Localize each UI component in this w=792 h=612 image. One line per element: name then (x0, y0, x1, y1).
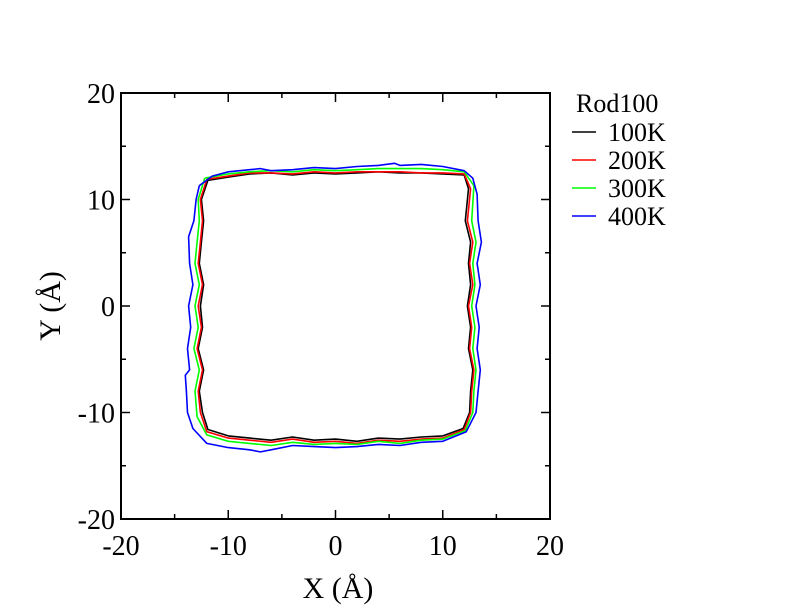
legend-label: 200K (608, 146, 666, 175)
y-tick-label: 10 (87, 186, 115, 217)
axis-tick-labels: -20 -10 0 10 20 -20 -10 0 10 20 (78, 79, 564, 562)
x-tick-label: 0 (329, 531, 343, 562)
x-tick-label: -10 (210, 531, 247, 562)
y-tick-label: -20 (78, 505, 115, 536)
y-tick-label: -10 (78, 399, 115, 430)
axis-ticks (120, 92, 551, 520)
y-tick-label: 0 (101, 292, 115, 323)
series-line (193, 167, 477, 447)
x-tick-label: 20 (536, 531, 564, 562)
series-line (184, 162, 483, 453)
x-tick-label: -20 (102, 531, 139, 562)
legend-label: 400K (608, 202, 666, 231)
y-tick-label: 20 (87, 79, 115, 110)
x-tick-label: 10 (429, 531, 457, 562)
y-axis-title: Y (Å) (34, 271, 67, 341)
plot-frame (120, 92, 551, 520)
x-axis-title: X (Å) (303, 572, 374, 605)
series-line (197, 171, 474, 443)
legend-title: Rod100 (576, 89, 658, 118)
series-line (196, 171, 475, 445)
legend-label: 100K (608, 118, 666, 147)
series-lines (184, 162, 483, 453)
legend-label: 300K (608, 174, 666, 203)
